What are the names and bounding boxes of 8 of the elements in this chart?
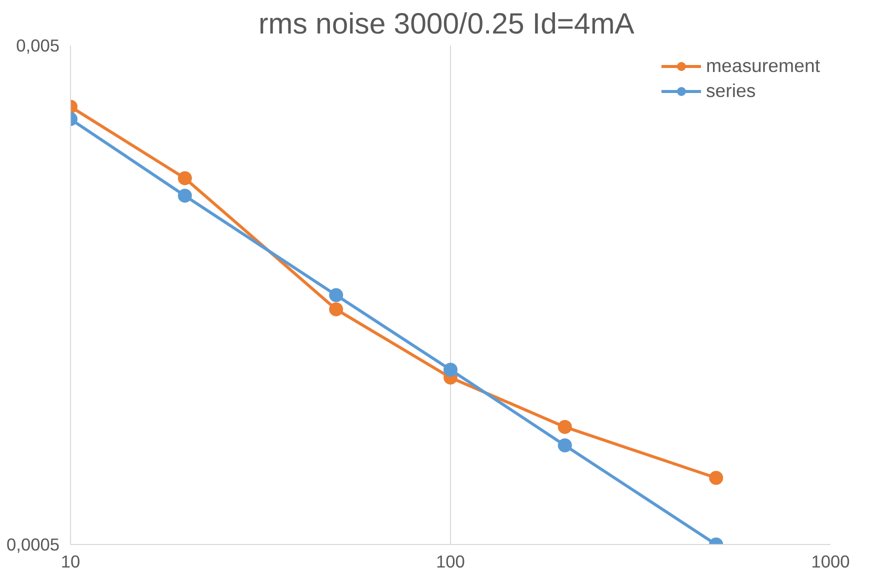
legend-label: measurement	[706, 55, 820, 77]
x-tick-label: 1000	[811, 552, 850, 572]
x-tick-label: 100	[436, 552, 465, 572]
chart-title: rms noise 3000/0.25 Id=4mA	[258, 8, 635, 40]
x-tick-label: 10	[60, 552, 80, 572]
legend-label: series	[706, 80, 756, 102]
y-tick-label: 0,005	[16, 36, 60, 56]
y-tick-label: 0,0005	[6, 534, 60, 554]
